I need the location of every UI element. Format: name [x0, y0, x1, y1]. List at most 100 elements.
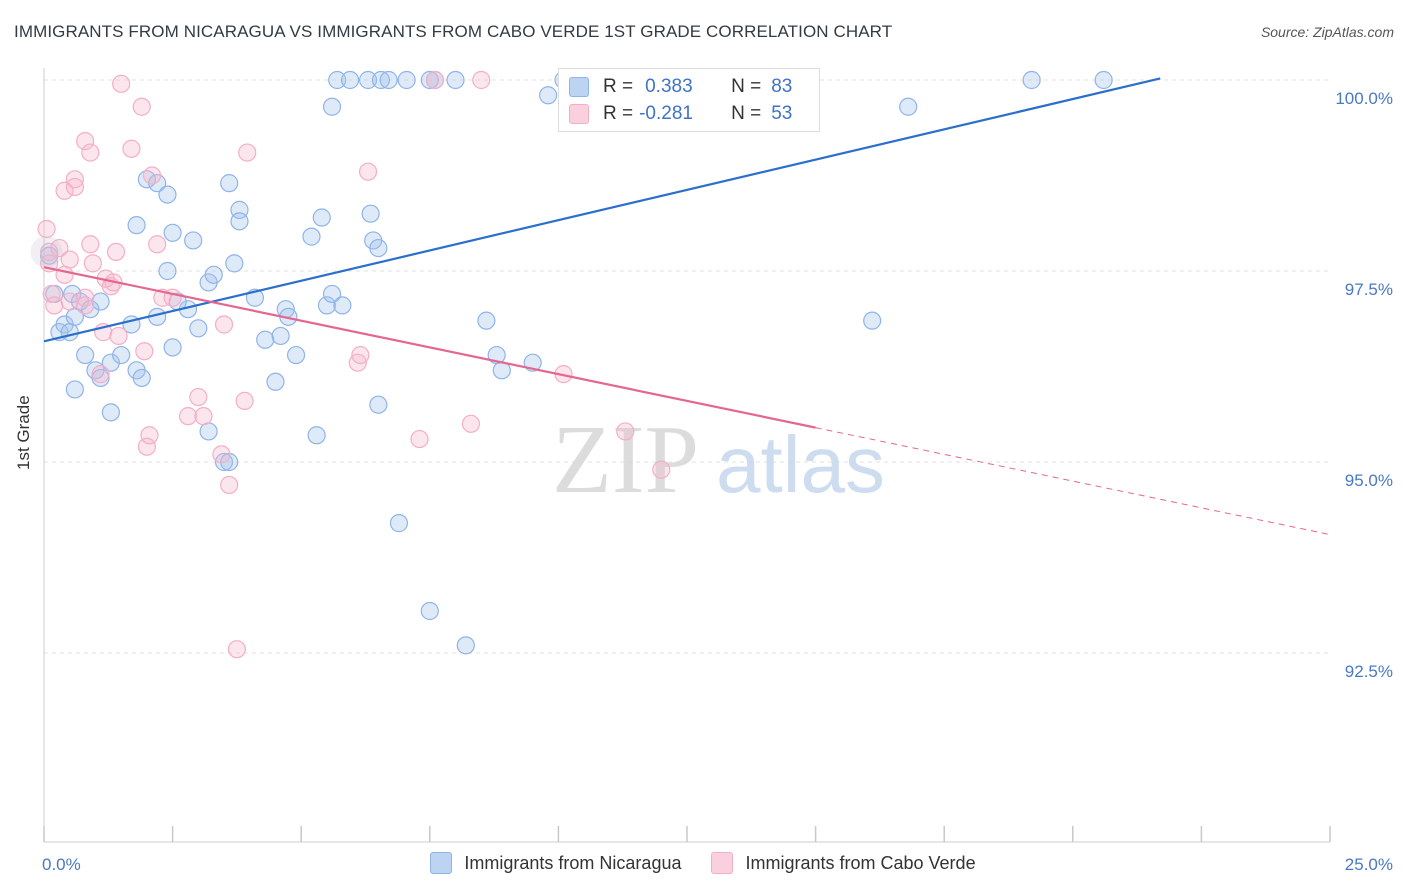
point-nicaragua — [127, 216, 146, 235]
trend-line-caboverde — [43, 266, 816, 429]
point-nicaragua — [446, 70, 465, 90]
point-nicaragua — [312, 208, 331, 227]
point-caboverde — [472, 70, 491, 90]
correlation-legend: R = 0.383 N = 83 R = -0.281 N = 53 — [558, 68, 820, 132]
point-nicaragua — [65, 380, 84, 399]
point-caboverde — [189, 387, 208, 407]
point-nicaragua — [358, 70, 378, 90]
point-caboverde — [91, 365, 110, 384]
legend-n-value-nicaragua: 83 — [771, 76, 793, 97]
point-caboverde — [106, 242, 126, 261]
point-caboverde — [220, 475, 239, 495]
point-caboverde — [212, 445, 231, 464]
legend-label-nicaragua: Immigrants from Nicaragua — [464, 852, 682, 873]
point-cluster — [30, 235, 63, 268]
point-nicaragua — [322, 284, 342, 304]
legend-r-value-caboverde: -0.281 — [639, 103, 693, 124]
watermark-atlas: atlas — [716, 420, 885, 509]
point-nicaragua — [256, 330, 275, 349]
point-nicaragua — [307, 426, 326, 445]
point-caboverde — [178, 407, 198, 426]
point-nicaragua — [379, 70, 398, 90]
point-caboverde — [214, 315, 234, 334]
point-nicaragua — [91, 368, 110, 388]
point-nicaragua — [101, 403, 120, 422]
legend-n-label: N = — [731, 103, 762, 124]
grid-lines — [44, 79, 1330, 654]
point-caboverde — [42, 284, 61, 304]
point-caboverde — [109, 326, 128, 346]
point-caboverde — [616, 422, 635, 441]
point-nicaragua — [286, 345, 306, 365]
point-nicaragua — [225, 254, 244, 273]
point-nicaragua — [112, 345, 131, 365]
point-nicaragua — [369, 238, 388, 258]
point-caboverde — [425, 70, 445, 90]
point-caboverde — [50, 238, 69, 258]
legend-swatch-caboverde — [569, 104, 589, 124]
point-nicaragua — [371, 70, 391, 90]
point-caboverde — [358, 162, 378, 181]
legend-r-value-nicaragua: 0.383 — [645, 76, 693, 97]
point-nicaragua — [60, 323, 79, 342]
legend-item-caboverde[interactable]: Immigrants from Cabo Verde — [711, 852, 976, 874]
point-nicaragua — [40, 246, 59, 265]
point-caboverde — [238, 143, 257, 162]
point-nicaragua — [899, 97, 918, 116]
point-caboverde — [140, 426, 159, 445]
chart-title: IMMIGRANTS FROM NICARAGUA VS IMMIGRANTS … — [14, 22, 893, 41]
point-nicaragua — [328, 70, 347, 90]
point-caboverde — [132, 97, 151, 116]
point-caboverde — [76, 296, 95, 315]
point-nicaragua — [189, 319, 208, 338]
data-points — [30, 70, 1113, 659]
point-nicaragua — [266, 372, 285, 391]
point-nicaragua — [322, 97, 342, 116]
axes — [43, 68, 1331, 843]
y-tick-label: 97.5% — [1345, 280, 1393, 299]
point-nicaragua — [184, 231, 203, 250]
legend-label-caboverde: Immigrants from Cabo Verde — [745, 852, 976, 873]
point-caboverde — [81, 143, 100, 162]
point-caboverde — [652, 460, 671, 479]
source-label: Source: ZipAtlas.com — [1260, 24, 1394, 40]
point-nicaragua — [271, 326, 290, 346]
point-nicaragua — [220, 174, 239, 193]
legend-item-nicaragua[interactable]: Immigrants from Nicaragua — [430, 852, 681, 874]
point-nicaragua — [76, 345, 95, 365]
tick-labels: 92.5% 95.0% 97.5% 100.0% 0.0% 25.0% — [42, 89, 1393, 874]
legend-n-value-caboverde: 53 — [771, 103, 793, 124]
legend-row-caboverde: R = -0.281 N = 53 — [569, 102, 792, 126]
point-caboverde — [60, 292, 79, 311]
point-caboverde — [194, 407, 213, 426]
point-nicaragua — [477, 311, 496, 330]
point-caboverde — [76, 288, 95, 307]
point-nicaragua — [204, 265, 223, 284]
point-caboverde — [135, 342, 154, 361]
point-nicaragua — [863, 311, 882, 330]
point-nicaragua — [1022, 70, 1041, 90]
legend-n-label: N = — [731, 76, 762, 97]
point-nicaragua — [158, 261, 177, 281]
point-nicaragua — [539, 86, 558, 105]
point-nicaragua — [220, 452, 239, 472]
legend-row-nicaragua: R = 0.383 N = 83 — [569, 75, 792, 99]
legend-r-label: R = — [603, 76, 634, 97]
y-tick-label: 95.0% — [1345, 471, 1393, 490]
point-caboverde — [148, 235, 167, 254]
point-nicaragua — [101, 353, 120, 372]
point-nicaragua — [369, 395, 388, 414]
point-caboverde — [55, 265, 74, 284]
point-caboverde — [65, 170, 84, 189]
point-caboverde — [122, 139, 141, 158]
point-caboverde — [142, 166, 162, 185]
point-nicaragua — [340, 70, 360, 90]
point-nicaragua — [199, 422, 218, 441]
trend-line-caboverde-extension — [815, 427, 1331, 536]
point-nicaragua — [132, 368, 151, 388]
point-nicaragua — [333, 296, 352, 315]
point-caboverde — [461, 414, 481, 433]
legend-swatch-caboverde — [711, 852, 734, 874]
point-nicaragua — [302, 227, 321, 246]
